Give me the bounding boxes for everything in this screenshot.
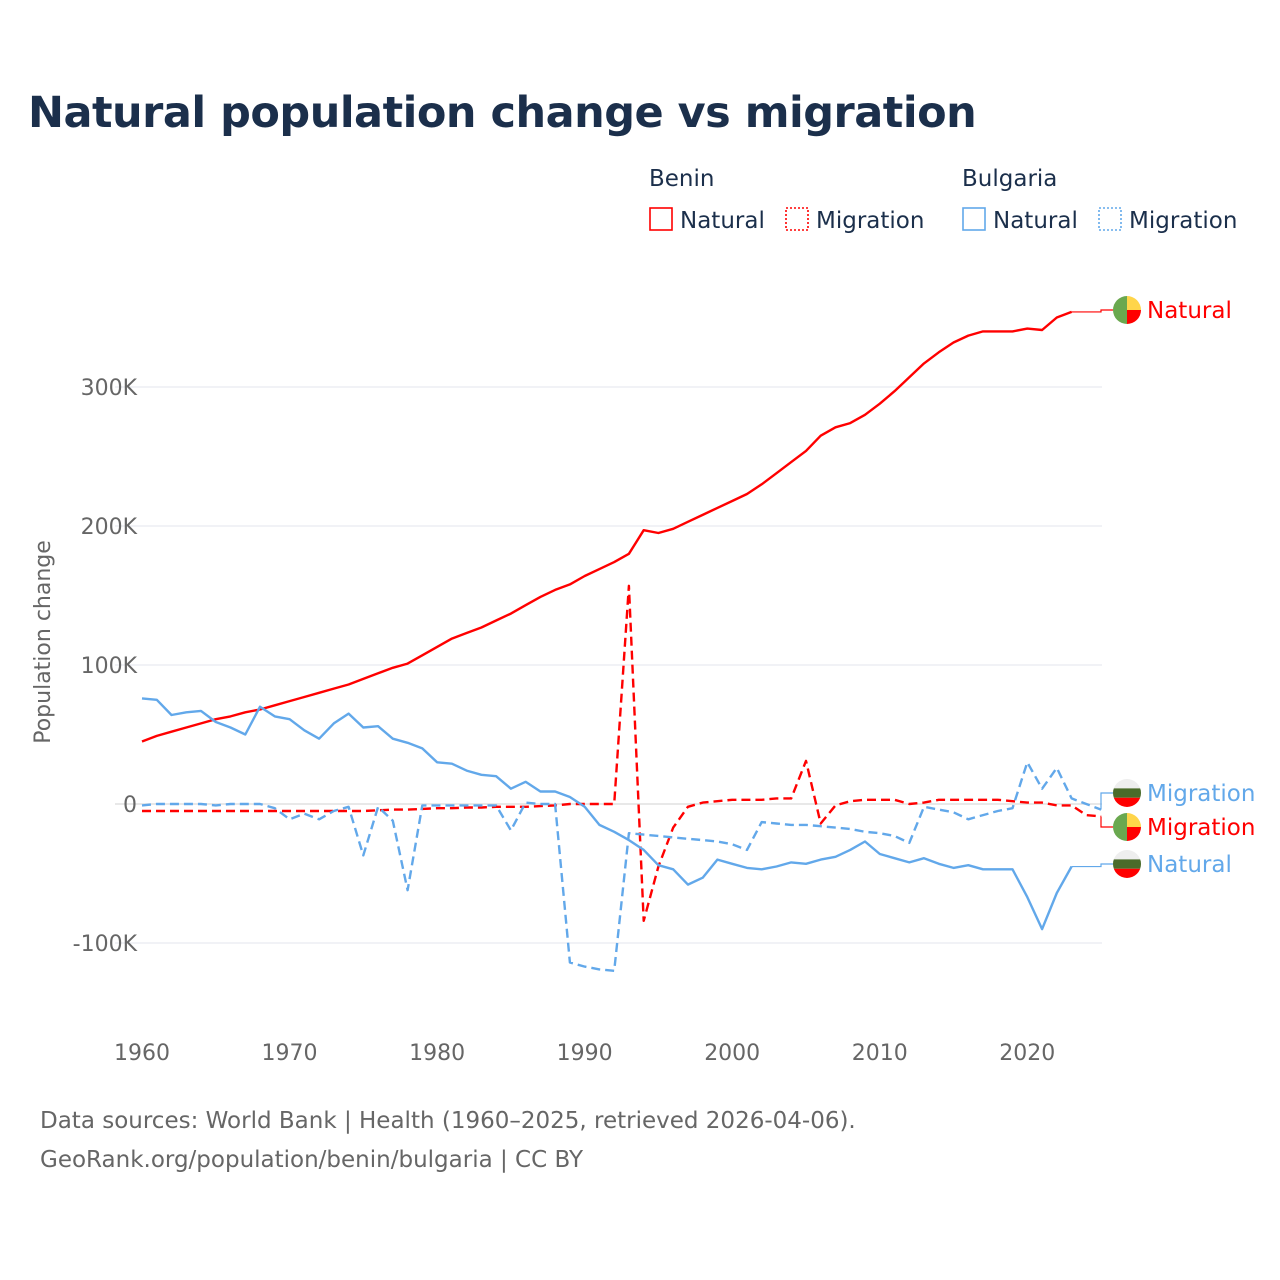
series-line-bulgaria-natural: [141, 697, 1073, 931]
y-tick-label: 100K: [81, 654, 138, 679]
y-tick-label: 200K: [81, 515, 138, 540]
x-tick-label: 2000: [704, 1041, 760, 1066]
y-axis-label: Population change: [31, 540, 56, 744]
legend-swatch-migration: [785, 207, 809, 231]
x-tick-label: 1980: [409, 1041, 465, 1066]
chart-title: Natural population change vs migration: [28, 88, 977, 138]
y-tick-label: -100K: [73, 932, 138, 957]
end-label-connector: [1100, 815, 1113, 828]
bulgaria-flag-icon: [1113, 850, 1141, 878]
y-tick-label: 0: [123, 793, 137, 818]
series-line-bulgaria-migration: [141, 761, 1102, 972]
legend-entry-migration: Migration: [816, 208, 924, 234]
end-label-bulgaria-migration: Migration: [1147, 781, 1255, 807]
legend-swatch-natural: [962, 207, 986, 231]
end-label-connector: [1100, 792, 1113, 811]
x-tick-label: 2020: [999, 1041, 1055, 1066]
legend-entry-natural: Natural: [993, 208, 1078, 234]
series-line-benin-migration: [142, 584, 1102, 922]
end-label-benin-migration: Migration: [1147, 815, 1255, 841]
x-tick-label: 1970: [262, 1041, 318, 1066]
legend-entry-natural: Natural: [680, 208, 765, 234]
x-tick-label: 2010: [852, 1041, 908, 1066]
benin-flag-icon: [1113, 296, 1141, 324]
end-label-connector: [1071, 309, 1113, 313]
series-line-benin-natural: [141, 310, 1073, 743]
legend-swatch-natural: [649, 207, 673, 231]
y-tick-label: 300K: [81, 376, 138, 401]
legend-swatch-migration: [1098, 207, 1122, 231]
legend-group-benin: Benin: [649, 166, 714, 192]
x-tick-label: 1960: [114, 1041, 170, 1066]
chart: -100K 0 100K 200K 300K 1960 1970 1980 1990 2000 20…: [31, 166, 1255, 1066]
footer-sources: Data sources: World Bank | Health (1960–…: [40, 1108, 856, 1134]
end-label-bulgaria-natural: Natural: [1147, 852, 1232, 878]
end-label-benin-natural: Natural: [1147, 298, 1232, 324]
footer-link[interactable]: GeoRank.org/population/benin/bulgaria | …: [40, 1147, 584, 1173]
legend-group-bulgaria: Bulgaria: [962, 166, 1057, 192]
bulgaria-flag-icon: [1113, 779, 1141, 807]
benin-flag-icon: [1113, 813, 1141, 841]
legend-entry-migration: Migration: [1129, 208, 1237, 234]
end-label-connector: [1071, 863, 1113, 868]
x-tick-label: 1990: [557, 1041, 613, 1066]
